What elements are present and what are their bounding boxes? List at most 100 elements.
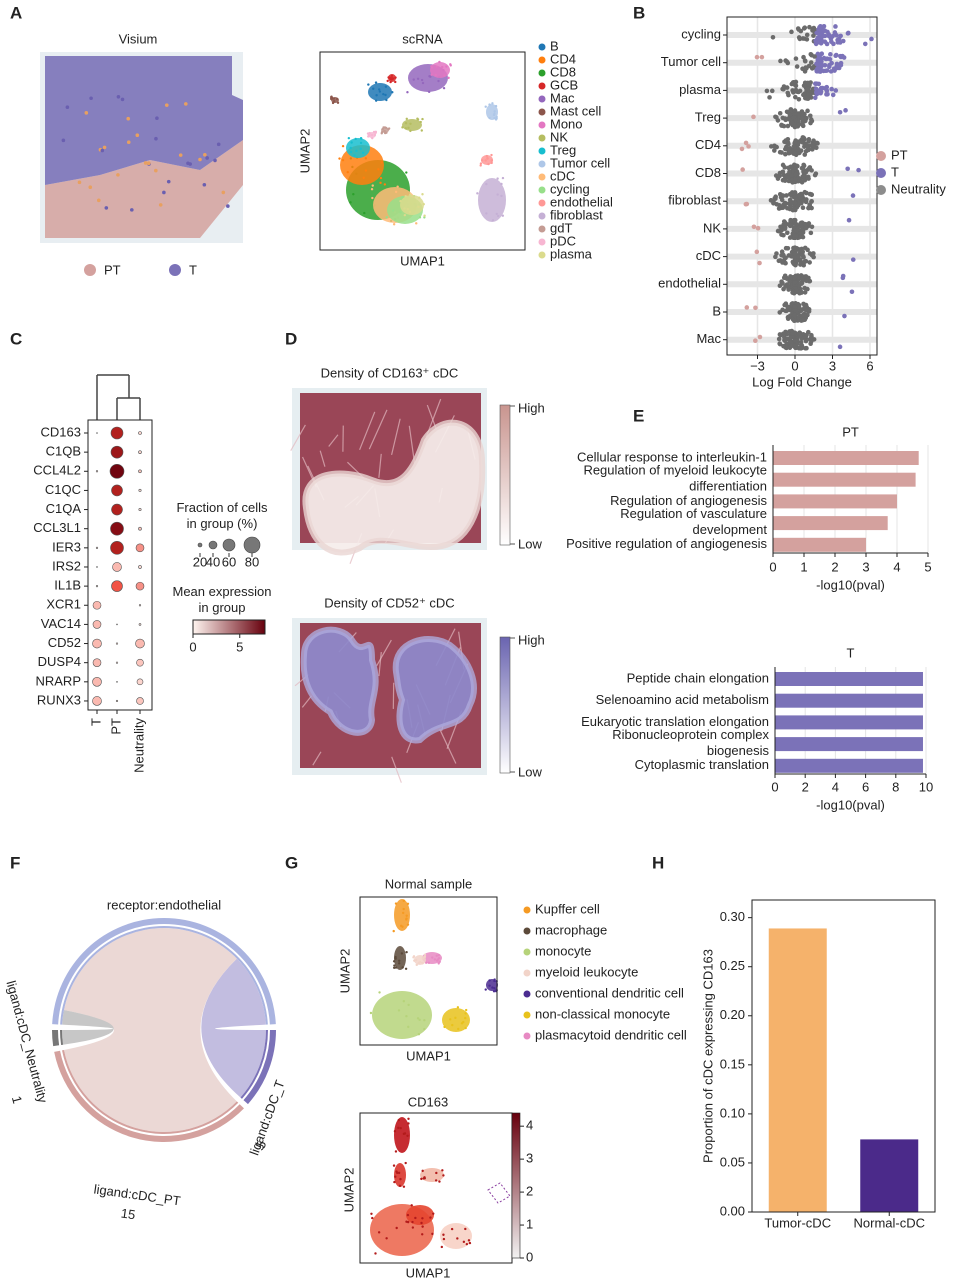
spot — [198, 157, 202, 162]
swarm-point — [818, 30, 824, 36]
swarm-point — [783, 308, 788, 314]
cell — [405, 1015, 408, 1018]
swarm-point — [798, 340, 804, 345]
cell — [490, 159, 493, 163]
cell — [421, 1225, 424, 1228]
cell — [465, 1242, 469, 1246]
swarm-point — [740, 167, 745, 172]
swarm-point — [820, 63, 825, 68]
cell — [427, 961, 431, 964]
swarm-point — [800, 135, 806, 140]
cell — [495, 212, 498, 216]
x-tick-label: Neutrality — [131, 718, 146, 773]
swarm-point — [802, 36, 807, 41]
cell — [410, 1204, 413, 1207]
cell — [406, 91, 409, 94]
x-tick-label: 8 — [892, 779, 899, 794]
spot — [158, 203, 163, 207]
swarm-point — [832, 30, 838, 35]
swarm-point — [830, 92, 836, 98]
cell — [401, 126, 404, 129]
swarm-point — [743, 201, 749, 207]
swarm-point — [794, 222, 799, 227]
legend-label: cDC — [550, 168, 575, 183]
cell — [349, 201, 352, 204]
cell — [409, 122, 412, 125]
cell — [493, 112, 496, 116]
cell — [384, 126, 388, 130]
swarm-point — [826, 33, 831, 39]
swarm-point — [809, 338, 814, 344]
bar — [775, 715, 923, 730]
swarm-point — [744, 305, 750, 310]
tissue-fiber — [290, 424, 306, 451]
swarm-point — [803, 225, 809, 231]
swarm-point — [802, 313, 807, 318]
size-legend-dot — [243, 536, 261, 554]
legend-marker — [169, 264, 181, 276]
swarm-point — [784, 59, 790, 64]
spot — [126, 116, 131, 121]
swarm-point — [759, 54, 765, 60]
dot — [138, 508, 142, 512]
y-tick-label: CCL3L1 — [33, 520, 81, 535]
cell — [387, 128, 390, 131]
swarm-point — [805, 108, 810, 114]
cell — [418, 196, 421, 199]
cell — [416, 117, 419, 120]
swarm-point — [783, 201, 788, 206]
cell — [394, 80, 397, 84]
dot — [138, 623, 142, 626]
spot — [130, 208, 134, 212]
dot — [109, 463, 125, 479]
chart-title: CD163 — [408, 1094, 448, 1109]
cell — [406, 1213, 410, 1217]
cell — [371, 1216, 374, 1220]
cell — [373, 130, 377, 134]
cell — [385, 216, 388, 219]
swarm-point — [775, 118, 781, 123]
swarm-point — [806, 82, 812, 87]
cell — [399, 211, 402, 214]
colorbar — [499, 404, 511, 546]
legend-label: Mast cell — [550, 103, 601, 118]
cell — [394, 966, 398, 969]
swarm-point — [792, 307, 798, 313]
cluster — [400, 195, 424, 215]
cell — [354, 137, 357, 141]
cell — [421, 957, 424, 960]
bar — [773, 537, 866, 552]
y-tick-label: NRARP — [35, 673, 81, 688]
swarm-point — [816, 55, 822, 60]
cell — [374, 1252, 377, 1255]
dot — [95, 585, 99, 588]
swarm-point — [780, 162, 786, 168]
dot — [96, 566, 98, 568]
legend-label: non-classical monocyte — [535, 1006, 670, 1021]
dot — [138, 450, 142, 454]
swarm-point — [801, 26, 807, 31]
swarm-point — [778, 224, 783, 230]
cell — [430, 66, 433, 69]
chart-title: scRNA — [402, 31, 443, 46]
plot-frame — [726, 16, 878, 356]
swarm-point — [791, 90, 796, 95]
cell — [399, 924, 403, 928]
x-axis-label: UMAP1 — [400, 253, 445, 268]
cell — [407, 1003, 410, 1007]
swarm-point — [798, 200, 804, 206]
y-axis-label: Proportion of cDC expressing CD163 — [700, 949, 715, 1163]
cluster — [420, 1168, 444, 1182]
swarm-point — [800, 234, 806, 240]
tissue-fiber — [319, 450, 326, 467]
y-tick-label: 0.25 — [720, 958, 745, 973]
swarm-point — [792, 279, 798, 285]
dot — [92, 677, 102, 687]
swarm-point — [869, 36, 874, 42]
cell — [493, 117, 496, 120]
tissue-fiber — [359, 411, 376, 451]
swarm-point — [792, 274, 798, 280]
legend-label: cycling — [550, 181, 590, 196]
ligand-count: 15 — [120, 1206, 136, 1223]
cell — [423, 955, 427, 959]
